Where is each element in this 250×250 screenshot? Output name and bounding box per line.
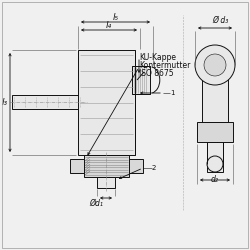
Text: Ød₁: Ød₁: [89, 198, 103, 207]
Text: 2: 2: [152, 165, 156, 171]
Text: 1: 1: [170, 90, 174, 96]
Circle shape: [195, 45, 235, 85]
Bar: [70, 159, 84, 173]
Bar: [197, 122, 233, 142]
Text: l₅: l₅: [112, 12, 118, 22]
Text: Kontermutter: Kontermutter: [139, 60, 190, 70]
Text: Ø d₃: Ø d₃: [212, 16, 228, 24]
Bar: [132, 66, 150, 94]
Text: d₂: d₂: [211, 176, 219, 184]
Bar: [84, 155, 129, 177]
Text: l₄: l₄: [106, 20, 112, 30]
Text: ISO 8675: ISO 8675: [139, 68, 173, 78]
Bar: [202, 65, 228, 122]
Bar: [97, 177, 115, 188]
Text: l₃: l₃: [2, 98, 8, 107]
Bar: [129, 159, 143, 173]
Circle shape: [207, 156, 223, 172]
Text: KU-Kappe: KU-Kappe: [139, 52, 176, 62]
Circle shape: [204, 54, 226, 76]
Bar: [78, 50, 135, 155]
Bar: [12, 95, 82, 109]
Bar: [207, 142, 223, 172]
